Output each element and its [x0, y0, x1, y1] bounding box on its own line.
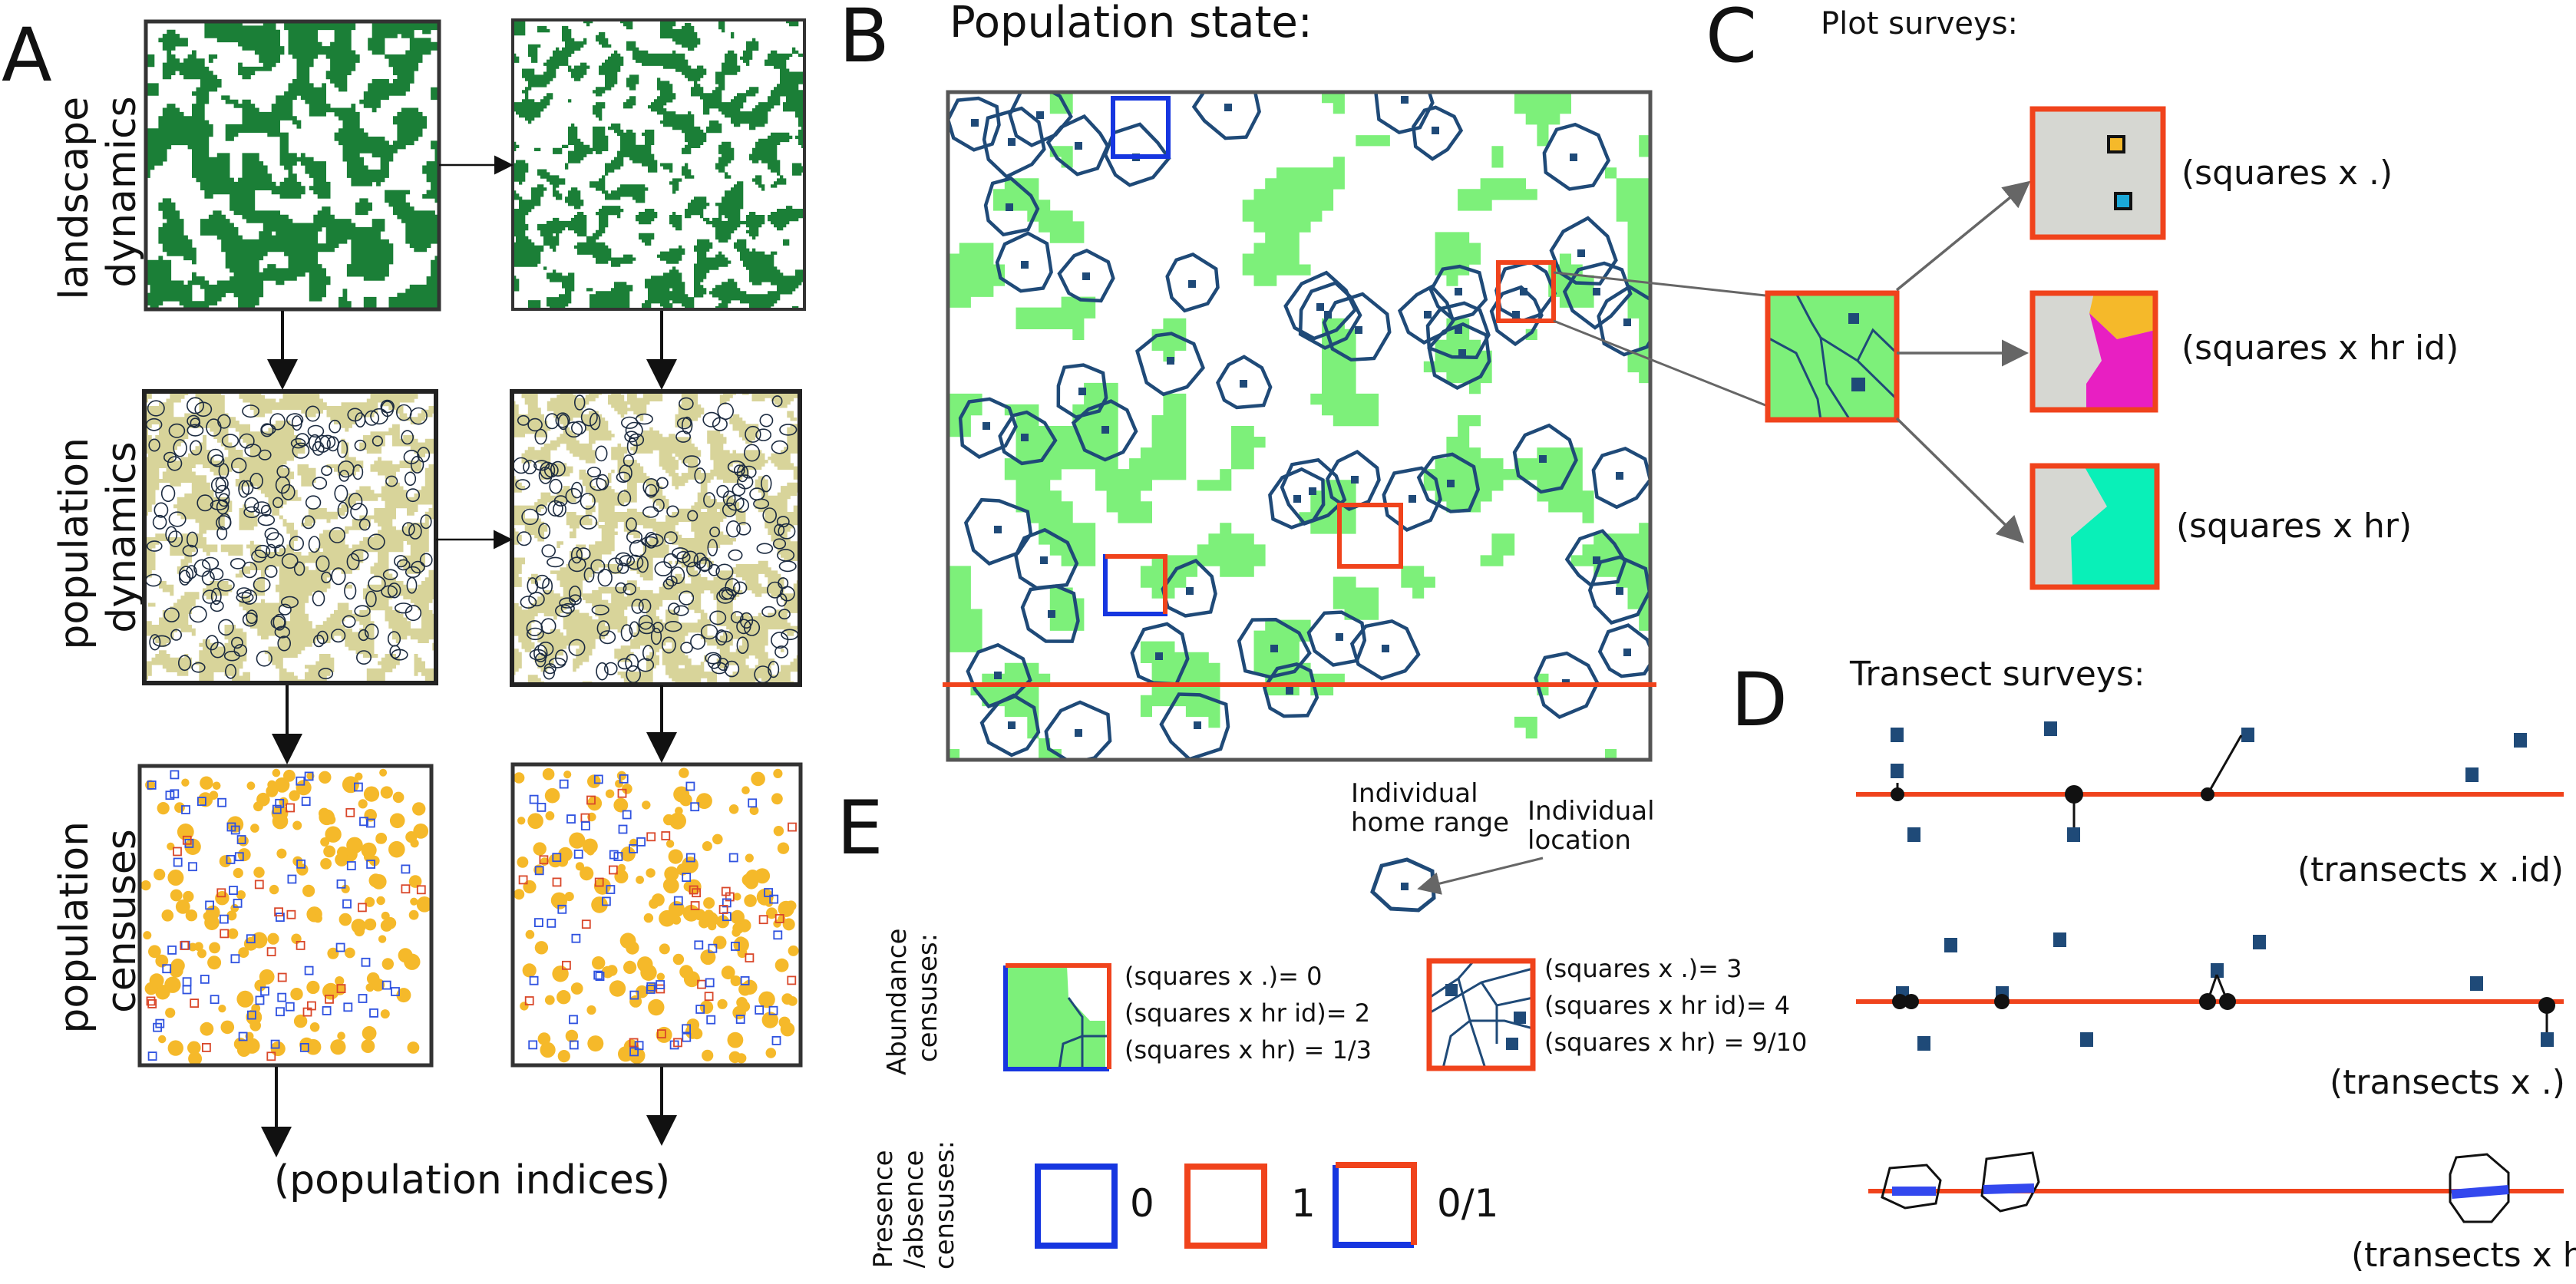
panel-d: D Transect surveys: (transects x .id): [1731, 655, 2576, 1275]
plot-squares-hr: [2029, 463, 2160, 590]
population-indices-label: (population indices): [274, 1157, 670, 1203]
row-label-censuses-2: censuses: [99, 829, 145, 1013]
abundance-right-values: (squares x .)= 3 (squares x hr id)= 4 (s…: [1544, 954, 1807, 1057]
landscape-map-2: [513, 20, 805, 310]
plot-label-squares-dot: (squares x .): [2181, 153, 2393, 193]
census-map-2-frame: [510, 762, 803, 1068]
transect-label-hr: (transects x hr): [2351, 1236, 2576, 1275]
abundance-label-2: censuses:: [913, 933, 943, 1062]
transect-id: [1856, 721, 2564, 842]
presence-label: Presence /absence censuses:: [868, 1140, 960, 1269]
row-label-landscape-2: dynamics: [99, 96, 145, 287]
census-map-1-frame: [137, 764, 434, 1068]
census-map-2: [513, 767, 799, 1064]
abundance-square-right: [1426, 958, 1536, 1071]
panel-d-title: Transect surveys:: [1849, 655, 2145, 694]
c-arrow-3: [1895, 417, 2024, 543]
panel-d-letter: D: [1731, 657, 1788, 743]
abundance-right-value-3: (squares x hr) = 9/10: [1544, 1028, 1807, 1057]
population-state-frame: [946, 90, 1653, 762]
plot-label-squares-hr: (squares x hr): [2176, 507, 2412, 546]
landscape-map-1: [146, 21, 440, 310]
connector-b-c-top: [1553, 271, 1766, 297]
population-map-2: [512, 391, 801, 685]
row-label-landscape: landscape dynamics: [51, 84, 145, 299]
transect-label-id: (transects x .id): [2297, 850, 2564, 890]
survey-square-mixed-orange: [1105, 554, 1167, 614]
legend-home-range-label: Individual home range: [1351, 778, 1509, 838]
zoom-square: [1765, 290, 1900, 423]
panel-c-letter: C: [1706, 0, 1757, 79]
abundance-square-left: [1003, 963, 1111, 1071]
panel-b: B Population state: Individual home rang…: [839, 0, 1766, 913]
abundance-right-value-2: (squares x hr id)= 4: [1544, 991, 1790, 1020]
abundance-left-value-3: (squares x hr) = 1/3: [1125, 1035, 1372, 1064]
presence-value-0: 0: [1130, 1181, 1154, 1226]
presence-square-mixed: [1333, 1162, 1417, 1248]
presence-label-1: Presence: [868, 1150, 899, 1268]
presence-square-0: [1035, 1164, 1118, 1249]
survey-square-blue: [1111, 96, 1171, 159]
transect-hr: [1868, 1151, 2564, 1223]
plot-squares-dot: [2029, 106, 2166, 240]
row-label-population-2: dynamics: [99, 441, 145, 632]
row-label-population-1: population: [51, 437, 97, 650]
c-arrow-1: [1895, 180, 2031, 292]
presence-label-3: censuses:: [930, 1140, 960, 1269]
legend-location-line1: Individual: [1527, 796, 1655, 827]
connector-b-c-bottom: [1553, 319, 1766, 407]
legend-home-range-line1: Individual: [1351, 778, 1478, 809]
legend-home-range-icon: [1370, 857, 1436, 913]
panel-c: C Plot surveys: (squares x .): [1706, 0, 2459, 590]
survey-square-orange-2: [1337, 503, 1403, 569]
abundance-left-value-1: (squares x .)= 0: [1125, 962, 1322, 991]
legend-home-range-line2: home range: [1351, 807, 1509, 838]
plot-label-squares-hr-id: (squares x hr id): [2181, 328, 2459, 368]
row-label-landscape-1: landscape: [51, 97, 97, 300]
row-label-censuses-1: population: [51, 821, 97, 1034]
panel-e: E Abundance censuses: Presence /absence …: [837, 785, 1807, 1269]
transect-dot: [1856, 932, 2564, 1051]
abundance-right-value-1: (squares x .)= 3: [1544, 954, 1742, 983]
population-state-habitat: [948, 92, 1650, 760]
presence-value-mixed: 0/1: [1437, 1181, 1498, 1226]
panel-c-title: Plot surveys:: [1821, 6, 2018, 41]
panel-e-letter: E: [837, 785, 883, 871]
presence-square-1: [1184, 1164, 1267, 1249]
legend-location-arrow: [1417, 857, 1544, 895]
population-map-1-frame: [142, 389, 438, 685]
panel-b-letter: B: [839, 0, 890, 79]
population-map-1: [144, 391, 437, 684]
plot-squares-hr-id: [2029, 290, 2158, 413]
panel-b-title: Population state:: [949, 0, 1313, 48]
row-label-population: population dynamics: [51, 424, 145, 649]
presence-value-1: 1: [1291, 1181, 1316, 1226]
abundance-left-values: (squares x .)= 0 (squares x hr id)= 2 (s…: [1125, 962, 1378, 1064]
legend-location-label: Individual location: [1527, 796, 1663, 856]
transect-label-dot: (transects x .): [2330, 1063, 2565, 1102]
census-map-1: [140, 768, 433, 1066]
panel-a-row-labels: landscape dynamics population dynamics p…: [51, 84, 145, 1033]
panel-a-letter: A: [2, 12, 52, 98]
legend-location-line2: location: [1527, 825, 1631, 856]
panel-a: A landscape dynamics population dynamics…: [2, 12, 806, 1203]
presence-label-2: /absence: [899, 1150, 930, 1269]
abundance-left-value-2: (squares x hr id)= 2: [1125, 998, 1370, 1028]
legend-location-icon: [1401, 883, 1409, 890]
abundance-label-1: Abundance: [882, 929, 913, 1076]
abundance-label: Abundance censuses:: [882, 920, 943, 1075]
row-label-censuses: population censuses: [51, 808, 145, 1033]
survey-square-orange-1: [1496, 260, 1556, 323]
